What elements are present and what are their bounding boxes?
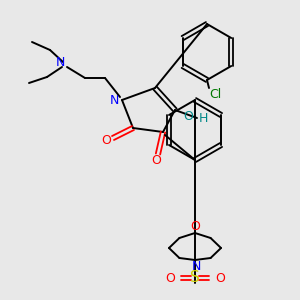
Text: H: H <box>199 112 208 125</box>
Text: O: O <box>165 272 175 284</box>
Text: O: O <box>190 220 200 233</box>
Text: O: O <box>101 134 111 146</box>
Text: S: S <box>190 271 200 286</box>
Text: O: O <box>183 110 193 124</box>
Text: N: N <box>55 56 65 70</box>
Text: Cl: Cl <box>209 88 221 100</box>
Text: O: O <box>215 272 225 284</box>
Text: N: N <box>109 94 119 106</box>
Text: O: O <box>151 154 161 167</box>
Text: N: N <box>191 260 201 272</box>
